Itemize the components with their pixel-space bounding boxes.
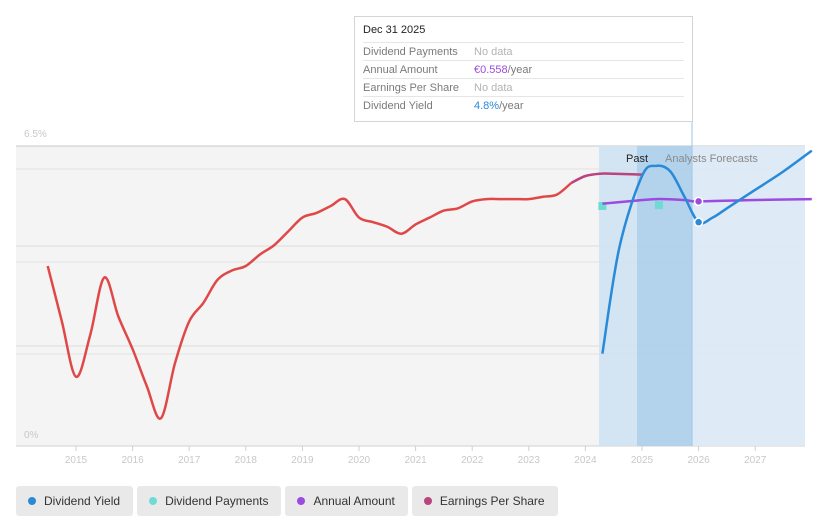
annual-amount-dot-icon [297,497,306,505]
past-shade [599,146,637,446]
chart-area: 6.5% 0% 2015 2016 2017 2018 2019 2020 2021 2022 20… [16,122,813,466]
tooltip-date: Dec 31 2025 [363,24,426,36]
x-tick-label: 2017 [178,455,201,466]
tooltip-value: 4.8% [474,99,500,112]
tooltip-row-earnings-per-share: Earnings Per Share No data [363,78,684,96]
annual-amount-line [602,197,812,205]
x-tick-label: 2027 [744,455,767,466]
tooltip-value: €0.558 [474,63,508,76]
past-band [637,146,692,446]
legend-item-annual-amount[interactable]: Annual Amount [285,486,408,516]
dividend-yield-dot-icon [28,497,36,505]
y-tick-label: 6.5% [24,129,47,140]
earnings-per-share-dot-icon [423,497,432,505]
chart-tooltip: Dec 31 2025 Dividend Payments No data An… [354,16,693,122]
tooltip-value: No data [474,81,513,94]
legend-label: Dividend Payments [165,494,269,508]
dividend-payment-mark [598,202,607,210]
tooltip-label: Earnings Per Share [363,81,459,94]
earnings-line-recent [570,172,643,185]
forecast-shade [692,146,805,446]
forecast-label: Analysts Forecasts [665,153,758,165]
legend-label: Earnings Per Share [439,494,545,508]
chart-legend: Dividend Yield Dividend Payments Annual … [16,486,558,516]
x-tick-label: 2019 [291,455,314,466]
tooltip-unit: /year [499,99,524,112]
y-tick-label: 0% [24,430,39,441]
x-tick-label: 2020 [348,455,371,466]
x-tick-label: 2021 [404,455,427,466]
x-tick-label: 2025 [631,455,654,466]
x-tick-label: 2026 [687,455,710,466]
tooltip-label: Annual Amount [363,63,438,76]
dividend-payment-mark [654,201,663,210]
x-tick-label: 2022 [461,455,484,466]
chart-svg: 6.5% 0% 2015 2016 2017 2018 2019 2020 2021 2022 20… [16,122,813,466]
x-tick-label: 2015 [65,455,88,466]
tooltip-row-annual-amount: Annual Amount €0.558/year [363,60,684,78]
tooltip-unit: /year [507,63,533,76]
legend-item-dividend-payments[interactable]: Dividend Payments [137,486,282,516]
annual-marker [693,196,704,207]
legend-item-earnings-per-share[interactable]: Earnings Per Share [411,486,558,516]
legend-item-dividend-yield[interactable]: Dividend Yield [16,486,134,516]
x-tick-label: 2024 [574,455,597,466]
earnings-line [46,181,573,420]
x-tick-label: 2016 [121,455,144,466]
x-tick-label: 2023 [518,455,541,466]
tooltip-label: Dividend Payments [363,45,458,58]
tooltip-row-dividend-yield: Dividend Yield 4.8%/year [363,96,684,114]
legend-label: Dividend Yield [44,494,121,508]
tooltip-value: No data [474,45,513,58]
legend-label: Annual Amount [313,494,395,508]
tooltip-label: Dividend Yield [363,99,433,112]
x-tick-label: 2018 [235,455,258,466]
dividend-payments-dot-icon [149,497,158,505]
yield-marker [693,217,704,227]
tooltip-row-dividend-payments: Dividend Payments No data [363,42,684,60]
past-label: Past [626,153,648,165]
